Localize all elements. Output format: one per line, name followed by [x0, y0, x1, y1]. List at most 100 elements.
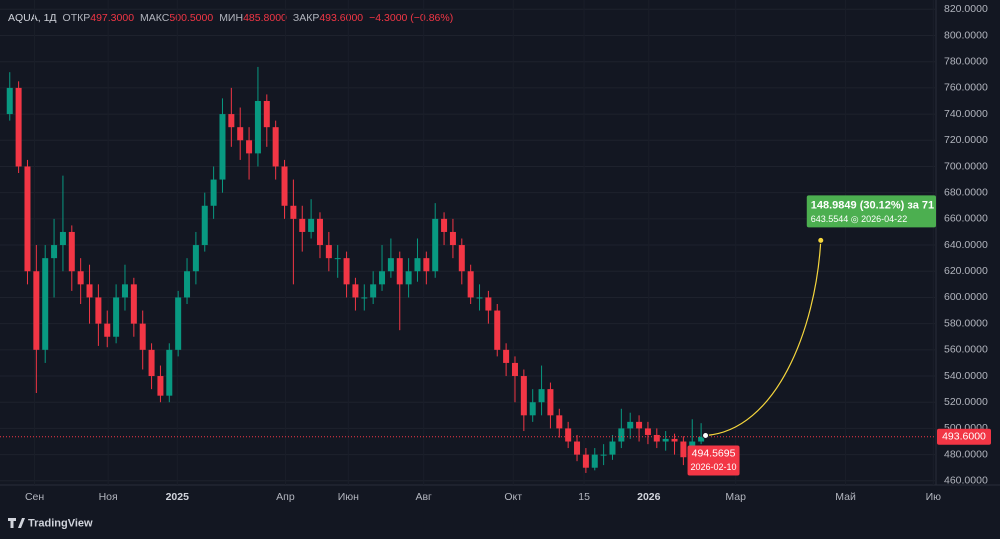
candle-body — [192, 245, 199, 272]
candle-body — [263, 100, 270, 128]
candle-body — [520, 376, 527, 416]
header-text: AQUA, 1Д — [8, 12, 57, 24]
forecast-start — [702, 432, 710, 440]
forecast-end-label: 643.5544 ◎ 2026-04-22 — [811, 214, 907, 224]
header-line: AQUA, 1Д ОТКР497.3000 МАКС500.5000 МИН485.8… — [8, 12, 453, 24]
y-tick-label: 700.0000 — [944, 160, 988, 172]
candle-body — [175, 297, 182, 350]
candle-body — [441, 218, 448, 232]
candle-body — [467, 271, 474, 298]
candle-body — [644, 428, 651, 435]
candle-body — [405, 271, 412, 285]
candle-body — [698, 436, 705, 442]
x-tick-label: Мар — [725, 491, 746, 503]
candle-body — [556, 415, 563, 429]
candle-body — [503, 349, 510, 363]
candle-body — [6, 87, 13, 115]
y-tick-label: 480.0000 — [944, 448, 988, 460]
brand: TradingView — [8, 517, 93, 529]
header-text: 497.3000 — [90, 12, 134, 24]
x-tick-label: Ноя — [99, 491, 118, 503]
candle-body — [627, 421, 634, 429]
y-tick-label: 620.0000 — [944, 265, 988, 277]
candle-body — [591, 454, 598, 468]
candle-body — [148, 349, 155, 377]
x-tick-label: Авг — [415, 491, 432, 503]
candle-body — [59, 231, 66, 246]
candle-body — [582, 454, 589, 468]
candle-body — [77, 271, 84, 285]
candle-body — [130, 284, 137, 324]
candle-body — [166, 349, 173, 396]
candle-body — [237, 127, 244, 141]
candle-body — [423, 258, 430, 272]
last-price-box — [937, 428, 991, 445]
y-tick-label: 460.0000 — [944, 475, 988, 487]
candle-body — [458, 245, 465, 272]
candle-body — [538, 389, 545, 403]
candle-body — [325, 245, 332, 259]
candle-body — [414, 258, 421, 272]
candle-body — [636, 421, 643, 429]
x-tick-label: 15 — [578, 491, 590, 503]
candle-body — [308, 218, 315, 232]
y-tick-label: 820.0000 — [944, 3, 988, 15]
candle-body — [228, 114, 235, 128]
forecast-start-box — [687, 445, 740, 476]
y-tick-label: 660.0000 — [944, 213, 988, 225]
candle-body — [184, 271, 191, 298]
candle-body — [210, 179, 217, 206]
x-tick-label: Апр — [276, 491, 295, 503]
forecast-box — [806, 195, 936, 228]
candle-body — [432, 218, 439, 272]
candle-body — [15, 87, 22, 167]
y-tick-label: 780.0000 — [944, 55, 988, 67]
candle-body — [574, 441, 581, 455]
forecast-start-value: 494.5695 — [692, 447, 736, 459]
candle-body — [33, 271, 40, 350]
candle-body — [334, 258, 341, 260]
candle-body — [600, 454, 607, 456]
header-text: −4.3000 (−0.86%) — [369, 12, 453, 24]
candle-body — [476, 297, 483, 299]
candle-body — [662, 438, 669, 442]
y-tick-label: 580.0000 — [944, 317, 988, 329]
y-tick-label: 600.0000 — [944, 291, 988, 303]
forecast-curve — [705, 240, 822, 437]
logo — [8, 518, 25, 528]
candle-body — [370, 284, 377, 298]
x-tick-label: Июн — [338, 491, 359, 503]
candle-body — [547, 389, 554, 416]
y-tick-label: 560.0000 — [944, 344, 988, 356]
last-price-label: 493.6000 — [942, 431, 986, 443]
y-tick-label: 720.0000 — [944, 134, 988, 146]
candle-body — [254, 100, 261, 154]
candle-body — [113, 297, 120, 337]
y-tick-label: 740.0000 — [944, 108, 988, 120]
candle-body — [511, 362, 518, 377]
candle-body — [316, 218, 323, 246]
y-tick-label: 640.0000 — [944, 239, 988, 251]
y-tick-label: 520.0000 — [944, 396, 988, 408]
x-tick-label: 2025 — [166, 491, 190, 503]
candle-body — [201, 205, 208, 246]
candle-body — [42, 258, 49, 350]
candle-body — [387, 258, 394, 272]
candle-body — [485, 297, 492, 311]
candle-body — [219, 114, 226, 180]
candle-body — [609, 441, 616, 455]
candle-body — [246, 140, 253, 154]
y-tick-label: 800.0000 — [944, 29, 988, 41]
x-tick-label: Ию — [926, 491, 942, 503]
candle-body — [618, 428, 625, 442]
candle-body — [139, 323, 146, 350]
header: AQUA, 1Д ОТКР497.3000 МАКС500.5000 МИН485.8… — [8, 12, 453, 24]
header-text: ОТКР — [63, 12, 91, 24]
candle-body — [680, 441, 687, 458]
candle-body — [281, 166, 288, 206]
candle-body — [565, 428, 572, 442]
header-text: МИН — [219, 12, 243, 24]
x-tick-label: 2026 — [637, 491, 661, 503]
